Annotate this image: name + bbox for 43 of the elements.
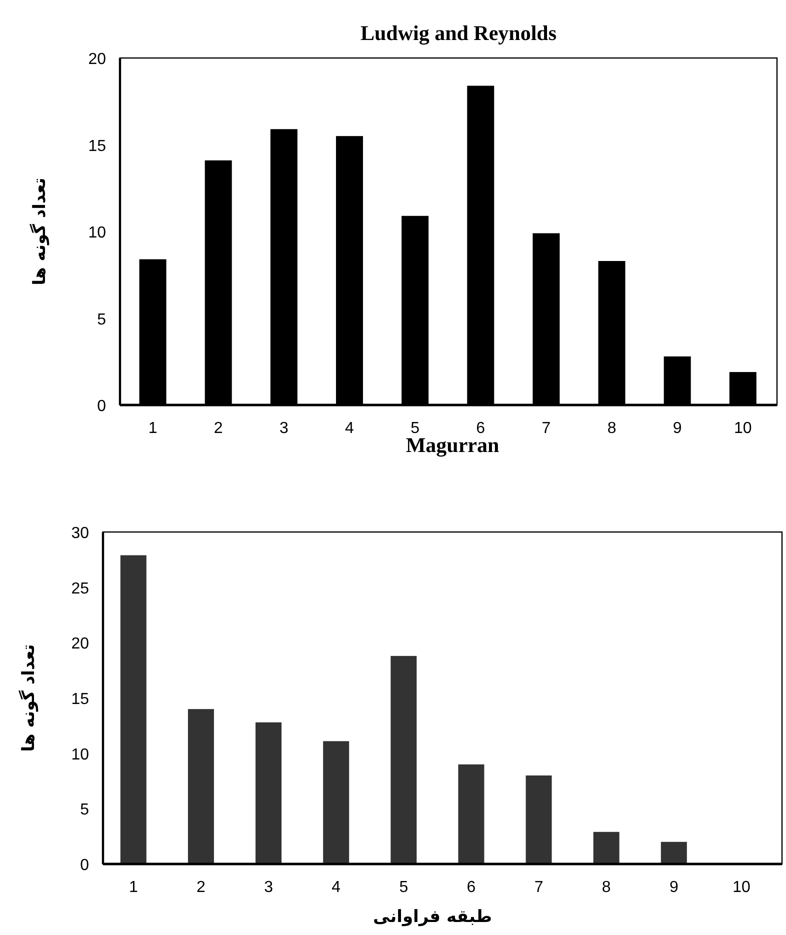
bar xyxy=(390,656,417,864)
bar xyxy=(458,764,484,864)
bar xyxy=(188,709,214,864)
bar xyxy=(593,832,620,864)
x-tick-label: 7 xyxy=(534,879,544,896)
bar xyxy=(256,722,282,864)
y-tick-label: 15 xyxy=(88,138,106,155)
x-tick-label: 8 xyxy=(607,420,616,437)
bar xyxy=(120,555,146,864)
y-tick-label: 25 xyxy=(71,580,90,598)
y-tick-label: 0 xyxy=(97,398,106,415)
y-axis-title: تعداد گونه ها xyxy=(29,178,50,286)
y-tick-label: 10 xyxy=(88,224,106,242)
x-tick-label: 8 xyxy=(602,879,611,896)
x-tick-label: 4 xyxy=(332,879,341,896)
y-tick-label: 5 xyxy=(80,802,90,819)
bar xyxy=(660,842,687,864)
y-tick-label: 15 xyxy=(71,691,90,708)
bar xyxy=(323,741,350,864)
y-tick-label: 20 xyxy=(88,51,106,68)
y-tick-label: 20 xyxy=(71,636,90,653)
bar xyxy=(526,775,552,864)
x-tick-label: 2 xyxy=(196,879,206,896)
x-tick-label: 2 xyxy=(214,420,223,437)
x-tick-label: 10 xyxy=(732,879,750,896)
y-tick-label: 0 xyxy=(80,857,90,874)
x-tick-label: 4 xyxy=(345,420,354,437)
x-tick-label: 10 xyxy=(734,420,752,437)
y-tick-label: 5 xyxy=(97,311,106,328)
x-tick-label: 7 xyxy=(542,420,551,437)
y-tick-label: 10 xyxy=(71,746,90,764)
x-tick-label: 3 xyxy=(279,420,288,437)
x-axis-title: طبقه فراوانی xyxy=(373,907,492,927)
x-tick-label: 1 xyxy=(148,420,158,437)
x-tick-label: 3 xyxy=(264,879,274,896)
chart-title: Ludwig and Reynolds xyxy=(360,21,557,45)
y-axis-title: تعداد گونه ها xyxy=(18,644,39,752)
x-tick-label: 9 xyxy=(672,420,682,437)
x-tick-label: 9 xyxy=(669,879,678,896)
x-tick-label: 1 xyxy=(128,879,138,896)
x-tick-label: 5 xyxy=(399,879,408,896)
y-tick-label: 30 xyxy=(71,525,90,542)
x-tick-label: 6 xyxy=(466,879,476,896)
